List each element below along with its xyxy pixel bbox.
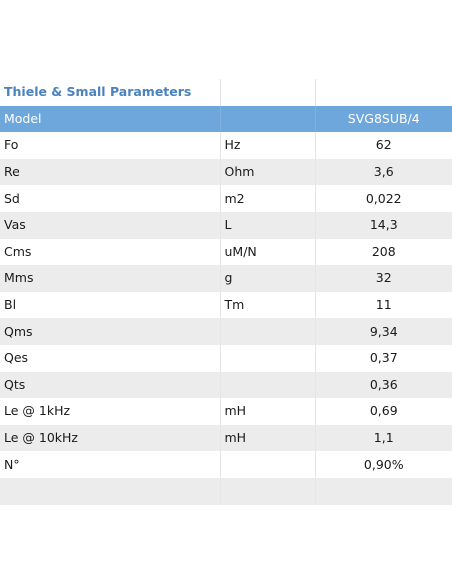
- table-row: Vas L 14,3: [0, 211, 452, 239]
- param-name: Vas: [0, 211, 221, 239]
- param-unit: Tm: [220, 291, 316, 319]
- header-model-value: SVG8SUB/4: [315, 105, 452, 133]
- param-unit: [220, 477, 316, 505]
- param-value: 11: [315, 291, 452, 319]
- param-name: Qes: [0, 344, 221, 372]
- table-row: Qts 0,36: [0, 371, 452, 399]
- table-row: Qms 9,34: [0, 318, 452, 345]
- table-title: Thiele & Small Parameters: [0, 79, 221, 106]
- param-value: 208: [315, 238, 452, 266]
- param-unit: [220, 344, 316, 372]
- param-value: [315, 477, 452, 505]
- param-unit: [220, 451, 316, 478]
- param-name: Re: [0, 158, 221, 186]
- param-value: 0,36: [315, 371, 452, 399]
- param-name: Le @ 1kHz: [0, 398, 221, 425]
- param-value: 3,6: [315, 158, 452, 186]
- header-label: Model: [0, 105, 221, 133]
- table-row: Le @ 1kHz mH 0,69: [0, 398, 452, 425]
- table-title-row: Thiele & Small Parameters: [0, 79, 452, 106]
- param-value: 1,1: [315, 424, 452, 452]
- table-row: [0, 477, 452, 505]
- param-unit: Hz: [220, 132, 316, 159]
- table-row: Cms uM/N 208: [0, 238, 452, 266]
- param-unit: uM/N: [220, 238, 316, 266]
- param-name: Qms: [0, 318, 221, 345]
- param-value: 0,90%: [315, 451, 452, 478]
- table-row: N° 0,90%: [0, 451, 452, 478]
- param-name: N°: [0, 451, 221, 478]
- param-unit: [220, 318, 316, 345]
- thiele-small-table: Thiele & Small Parameters Model SVG8SUB/…: [0, 79, 452, 505]
- param-name: Bl: [0, 291, 221, 319]
- param-value: 9,34: [315, 318, 452, 345]
- param-value: 0,37: [315, 344, 452, 372]
- param-name: [0, 477, 221, 505]
- title-empty-cell: [315, 79, 452, 106]
- param-unit: [220, 371, 316, 399]
- table-row: Re Ohm 3,6: [0, 158, 452, 186]
- param-unit: g: [220, 265, 316, 292]
- param-value: 62: [315, 132, 452, 159]
- param-name: Mms: [0, 265, 221, 292]
- param-value: 0,69: [315, 398, 452, 425]
- param-name: Cms: [0, 238, 221, 266]
- title-empty-cell: [220, 79, 316, 106]
- table-row: Bl Tm 11: [0, 291, 452, 319]
- param-unit: mH: [220, 424, 316, 452]
- param-name: Sd: [0, 185, 221, 212]
- table-row: Qes 0,37: [0, 344, 452, 372]
- param-value: 32: [315, 265, 452, 292]
- model-header-row: Model SVG8SUB/4: [0, 105, 452, 133]
- param-unit: mH: [220, 398, 316, 425]
- param-value: 14,3: [315, 211, 452, 239]
- table-row: Sd m2 0,022: [0, 185, 452, 212]
- param-unit: m2: [220, 185, 316, 212]
- header-unit: [220, 105, 316, 133]
- param-unit: Ohm: [220, 158, 316, 186]
- param-value: 0,022: [315, 185, 452, 212]
- param-name: Fo: [0, 132, 221, 159]
- table-row: Mms g 32: [0, 265, 452, 292]
- param-name: Qts: [0, 371, 221, 399]
- table-row: Fo Hz 62: [0, 132, 452, 159]
- table-row: Le @ 10kHz mH 1,1: [0, 424, 452, 452]
- param-name: Le @ 10kHz: [0, 424, 221, 452]
- param-unit: L: [220, 211, 316, 239]
